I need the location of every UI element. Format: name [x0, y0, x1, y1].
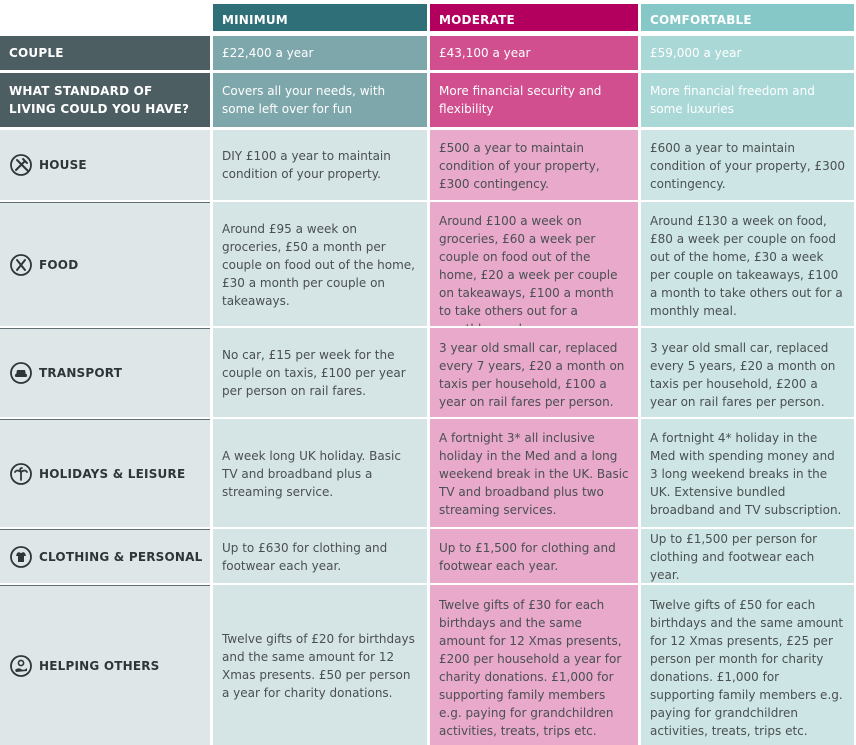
clothing-icon: [10, 545, 32, 568]
transport-moderate-text: 3 year old small car, replaced every 7 y…: [439, 341, 625, 409]
clothing-moderate: Up to £1,500 for clothing and footwear e…: [430, 530, 638, 583]
house-comfortable: £600 a year to maintain condition of you…: [641, 132, 854, 200]
holidays-label: HOLIDAYS & LEISURE: [39, 466, 186, 481]
row-label-food: FOOD: [0, 203, 210, 326]
helping-minimum-text: Twelve gifts of £20 for birthdays and th…: [222, 631, 415, 700]
holidays-comfortable: A fortnight 4* holiday in the Med with s…: [641, 422, 854, 527]
palm-tree-icon: [10, 462, 32, 485]
column-header-moderate-label: MODERATE: [439, 13, 515, 27]
clothing-moderate-text: Up to £1,500 for clothing and footwear e…: [439, 540, 616, 573]
car-icon: [10, 362, 32, 384]
column-header-minimum-label: MINIMUM: [222, 13, 288, 27]
house-moderate-text: £500 a year to maintain condition of you…: [439, 141, 600, 191]
row-divider: [0, 326, 856, 328]
transport-comfortable: 3 year old small car, replaced every 5 y…: [641, 332, 854, 417]
couple-label: COUPLE: [9, 46, 64, 60]
house-minimum: DIY £100 a year to maintain condition of…: [213, 130, 427, 200]
minimum-column-body: [213, 130, 427, 745]
holidays-moderate-text: A fortnight 3* all inclusive holiday in …: [439, 431, 629, 517]
helping-moderate: Twelve gifts of £30 for each birthdays a…: [430, 589, 638, 745]
clothing-minimum-text: Up to £630 for clothing and footwear eac…: [222, 540, 388, 573]
standard-moderate: More financial security and flexibility: [430, 73, 638, 127]
helping-comfortable: Twelve gifts of £50 for each birthdays a…: [641, 589, 854, 745]
row-label-transport: TRANSPORT: [0, 329, 210, 417]
couple-moderate-value: £43,100 a year: [439, 46, 531, 60]
moderate-column-body: [430, 130, 638, 745]
standard-minimum: Covers all your needs, with some left ov…: [213, 73, 427, 127]
row-divider: [0, 527, 856, 529]
food-label: FOOD: [39, 257, 79, 272]
house-minimum-text: DIY £100 a year to maintain condition of…: [222, 149, 391, 181]
transport-comfortable-text: 3 year old small car, replaced every 5 y…: [650, 341, 836, 409]
standard-comfortable-text: More financial freedom and some luxuries: [650, 84, 815, 116]
column-header-comfortable: COMFORTABLE: [641, 4, 854, 31]
transport-label: TRANSPORT: [39, 366, 123, 380]
transport-moderate: 3 year old small car, replaced every 7 y…: [430, 332, 638, 417]
couple-comfortable-value: £59,000 a year: [650, 46, 742, 60]
helping-label: HELPING OTHERS: [39, 658, 160, 673]
row-label-standard: WHAT STANDARD OF LIVING COULD YOU HAVE?: [0, 73, 210, 127]
tools-icon: [10, 154, 32, 176]
helping-moderate-text: Twelve gifts of £30 for each birthdays a…: [439, 598, 622, 738]
label-divider: [0, 419, 210, 420]
house-comfortable-text: £600 a year to maintain condition of you…: [650, 141, 846, 191]
food-minimum-text: Around £95 a week on groceries, £50 a mo…: [222, 221, 415, 308]
food-comfortable-text: Around £130 a week on food, £80 a week p…: [650, 214, 843, 318]
holidays-minimum-text: A week long UK holiday. Basic TV and bro…: [222, 448, 401, 499]
holidays-moderate: A fortnight 3* all inclusive holiday in …: [430, 422, 638, 527]
helping-minimum: Twelve gifts of £20 for birthdays and th…: [213, 586, 427, 745]
couple-moderate: £43,100 a year: [430, 36, 638, 70]
row-label-clothing: CLOTHING & PERSONAL: [0, 530, 210, 583]
label-column-body: [0, 130, 210, 745]
food-minimum: Around £95 a week on groceries, £50 a mo…: [213, 203, 427, 326]
standard-label: WHAT STANDARD OF LIVING COULD YOU HAVE?: [9, 84, 190, 116]
food-comfortable: Around £130 a week on food, £80 a week p…: [641, 205, 854, 326]
helping-hand-icon: [10, 654, 32, 677]
column-header-comfortable-label: COMFORTABLE: [650, 13, 752, 27]
standard-comfortable: More financial freedom and some luxuries: [641, 73, 854, 127]
cutlery-icon: [10, 253, 32, 276]
clothing-comfortable: Up to £1,500 per person for clothing and…: [641, 530, 854, 583]
label-divider: [0, 202, 210, 203]
row-label-helping: HELPING OTHERS: [0, 586, 210, 745]
row-divider: [0, 200, 856, 202]
column-header-moderate: MODERATE: [430, 4, 638, 31]
couple-minimum-value: £22,400 a year: [222, 46, 314, 60]
label-divider: [0, 328, 210, 329]
food-moderate-text: Around £100 a week on groceries, £60 a w…: [439, 214, 618, 326]
row-label-house: HOUSE: [0, 130, 210, 200]
transport-minimum-text: No car, £15 per week for the couple on t…: [222, 348, 406, 398]
column-header-minimum: MINIMUM: [213, 4, 427, 31]
row-label-couple: COUPLE: [0, 36, 210, 70]
transport-minimum: No car, £15 per week for the couple on t…: [213, 329, 427, 417]
standard-moderate-text: More financial security and flexibility: [439, 84, 602, 116]
label-divider: [0, 529, 210, 530]
food-moderate: Around £100 a week on groceries, £60 a w…: [430, 205, 638, 326]
clothing-comfortable-text: Up to £1,500 per person for clothing and…: [650, 531, 818, 582]
helping-comfortable-text: Twelve gifts of £50 for each birthdays a…: [650, 598, 844, 738]
clothing-label: CLOTHING & PERSONAL: [39, 549, 203, 564]
standard-minimum-text: Covers all your needs, with some left ov…: [222, 84, 386, 116]
holidays-comfortable-text: A fortnight 4* holiday in the Med with s…: [650, 431, 842, 517]
house-label: HOUSE: [39, 158, 87, 172]
row-divider: [0, 583, 856, 585]
house-moderate: £500 a year to maintain condition of you…: [430, 132, 638, 200]
holidays-minimum: A week long UK holiday. Basic TV and bro…: [213, 420, 427, 527]
couple-minimum: £22,400 a year: [213, 36, 427, 70]
label-divider: [0, 585, 210, 586]
row-divider: [0, 417, 856, 419]
comfortable-column-body: [641, 130, 854, 745]
clothing-minimum: Up to £630 for clothing and footwear eac…: [213, 530, 427, 583]
row-label-holidays: HOLIDAYS & LEISURE: [0, 420, 210, 527]
couple-comfortable: £59,000 a year: [641, 36, 854, 70]
